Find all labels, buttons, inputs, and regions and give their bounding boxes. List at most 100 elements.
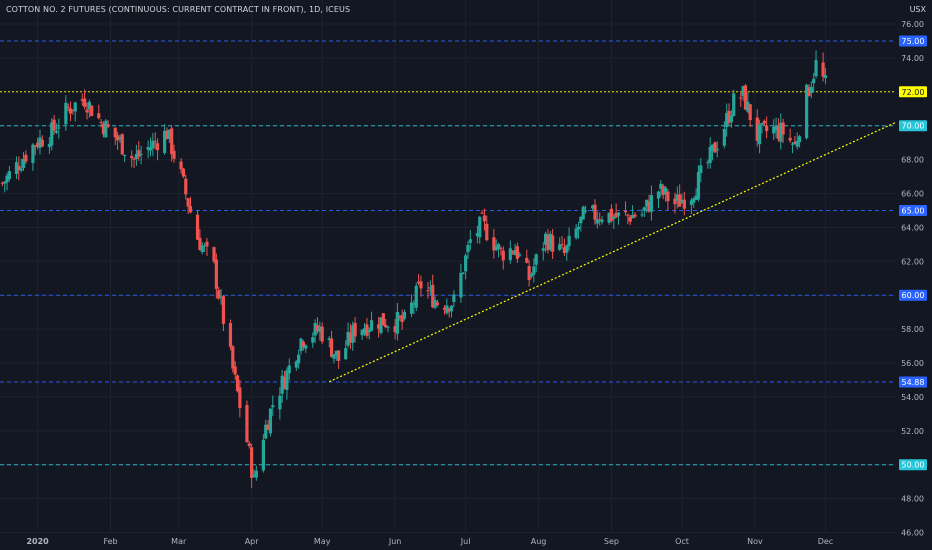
candle-body[interactable] <box>708 146 712 163</box>
candle-body[interactable] <box>727 110 731 123</box>
candle-body[interactable] <box>426 290 430 292</box>
candle-body[interactable] <box>576 226 581 230</box>
candle-body[interactable] <box>746 101 750 112</box>
candle-body[interactable] <box>748 104 752 121</box>
candle-body[interactable] <box>57 127 61 129</box>
candle-body[interactable] <box>776 126 781 140</box>
candle-body[interactable] <box>311 337 315 343</box>
candle-body[interactable] <box>214 259 218 289</box>
candle-body[interactable] <box>508 248 512 261</box>
candle-body[interactable] <box>64 102 68 125</box>
candle-body[interactable] <box>551 235 555 252</box>
candle-body[interactable] <box>33 145 37 147</box>
candle-body[interactable] <box>200 245 204 253</box>
candle-body[interactable] <box>518 254 522 256</box>
candle-body[interactable] <box>758 124 762 145</box>
candle-body[interactable] <box>433 300 437 308</box>
candle-body[interactable] <box>574 228 578 238</box>
candle-body[interactable] <box>447 308 451 312</box>
candle-body[interactable] <box>170 128 174 155</box>
candle-body[interactable] <box>666 191 670 202</box>
candle-body[interactable] <box>17 165 21 171</box>
candle-body[interactable] <box>807 87 811 96</box>
candle-body[interactable] <box>499 248 503 250</box>
candle-body[interactable] <box>732 93 736 116</box>
candle-body[interactable] <box>600 219 604 223</box>
candle-body[interactable] <box>412 303 416 305</box>
candle-body[interactable] <box>762 120 766 124</box>
candle-body[interactable] <box>99 121 103 123</box>
candle-body[interactable] <box>97 113 101 119</box>
candle-body[interactable] <box>468 239 472 243</box>
candle-body[interactable] <box>647 201 651 212</box>
candle-body[interactable] <box>71 109 75 111</box>
candle-body[interactable] <box>729 115 733 123</box>
candle-body[interactable] <box>365 324 369 336</box>
candle-body[interactable] <box>678 194 682 207</box>
candle-body[interactable] <box>54 130 59 133</box>
candle-body[interactable] <box>640 214 644 216</box>
candle-body[interactable] <box>40 139 44 147</box>
candle-body[interactable] <box>452 294 456 302</box>
candle-body[interactable] <box>252 474 256 478</box>
candle-body[interactable] <box>673 198 677 205</box>
candle-body[interactable] <box>139 153 143 155</box>
candle-body[interactable] <box>595 219 599 224</box>
candle-body[interactable] <box>151 140 155 149</box>
candle-body[interactable] <box>659 183 663 189</box>
candle-body[interactable] <box>781 122 785 135</box>
candle-body[interactable] <box>765 125 769 132</box>
candle-body[interactable] <box>532 266 536 275</box>
candle-body[interactable] <box>332 354 336 359</box>
candle-body[interactable] <box>633 214 637 217</box>
candle-body[interactable] <box>297 354 301 364</box>
candle-body[interactable] <box>478 216 482 238</box>
candle-body[interactable] <box>511 251 515 254</box>
candle-body[interactable] <box>541 248 545 251</box>
candle-body[interactable] <box>710 144 715 151</box>
candle-body[interactable] <box>393 326 397 333</box>
candle-body[interactable] <box>699 165 703 174</box>
candle-body[interactable] <box>591 205 595 209</box>
candle-body[interactable] <box>123 154 127 157</box>
candle-body[interactable] <box>682 199 686 209</box>
candle-body[interactable] <box>772 126 776 134</box>
candle-body[interactable] <box>435 302 440 306</box>
candle-body[interactable] <box>179 161 183 170</box>
candle-body[interactable] <box>400 315 404 323</box>
candle-body[interactable] <box>805 84 809 139</box>
candle-body[interactable] <box>793 141 797 144</box>
candle-body[interactable] <box>795 140 799 147</box>
candle-body[interactable] <box>261 439 265 471</box>
candle-body[interactable] <box>217 290 221 299</box>
candle-body[interactable] <box>113 127 117 138</box>
candle-body[interactable] <box>689 200 694 205</box>
candle-body[interactable] <box>47 143 51 148</box>
candle-body[interactable] <box>132 158 136 160</box>
candle-body[interactable] <box>459 272 463 298</box>
candle-body[interactable] <box>661 186 665 195</box>
candle-body[interactable] <box>663 187 668 194</box>
candle-body[interactable] <box>581 206 585 220</box>
candle-body[interactable] <box>205 241 209 247</box>
candle-body[interactable] <box>809 86 813 93</box>
candle-body[interactable] <box>106 124 110 127</box>
candle-body[interactable] <box>250 447 254 478</box>
candle-body[interactable] <box>821 62 825 77</box>
candle-body[interactable] <box>464 255 468 272</box>
candle-body[interactable] <box>231 346 235 369</box>
candle-body[interactable] <box>101 123 106 135</box>
candle-body[interactable] <box>548 233 552 250</box>
candle-body[interactable] <box>377 324 381 329</box>
candle-body[interactable] <box>184 178 188 195</box>
candle-body[interactable] <box>774 125 778 131</box>
candle-body[interactable] <box>155 143 160 151</box>
candle-body[interactable] <box>233 366 237 375</box>
candle-body[interactable] <box>706 162 710 164</box>
candle-body[interactable] <box>266 424 270 430</box>
candle-body[interactable] <box>137 150 141 157</box>
candle-body[interactable] <box>3 181 7 184</box>
candle-body[interactable] <box>722 129 726 146</box>
candle-body[interactable] <box>0 182 4 184</box>
candle-body[interactable] <box>50 122 54 146</box>
